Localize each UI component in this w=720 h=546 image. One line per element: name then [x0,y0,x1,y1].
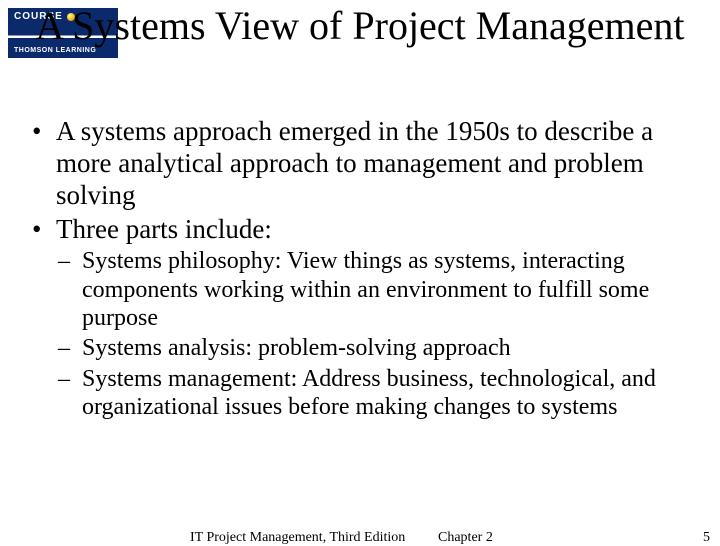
slide: COURSE THOMSON LEARNING A Systems View o… [0,0,720,540]
bullet-list: A systems approach emerged in the 1950s … [28,116,692,421]
sub-bullet-item: Systems management: Address business, te… [56,365,692,422]
sub-bullet-list: Systems philosophy: View things as syste… [56,247,692,421]
bullet-text: A systems approach emerged in the 1950s … [56,116,653,210]
slide-title: A Systems View of Project Management [0,4,720,48]
logo-thomson-label: THOMSON LEARNING [14,47,96,54]
footer-book-title: IT Project Management, Third Edition [190,530,405,546]
footer-page-number: 5 [703,530,710,546]
sub-bullet-text: Systems philosophy: View things as syste… [82,248,649,331]
slide-body: A systems approach emerged in the 1950s … [28,116,692,423]
bullet-item: A systems approach emerged in the 1950s … [28,116,692,212]
sub-bullet-item: Systems analysis: problem-solving approa… [56,334,692,362]
sub-bullet-text: Systems analysis: problem-solving approa… [82,335,511,361]
sub-bullet-text: Systems management: Address business, te… [82,366,656,420]
sub-bullet-item: Systems philosophy: View things as syste… [56,247,692,332]
bullet-item: Three parts include: Systems philosophy:… [28,214,692,422]
bullet-text: Three parts include: [56,214,272,244]
footer-chapter: Chapter 2 [438,530,493,546]
